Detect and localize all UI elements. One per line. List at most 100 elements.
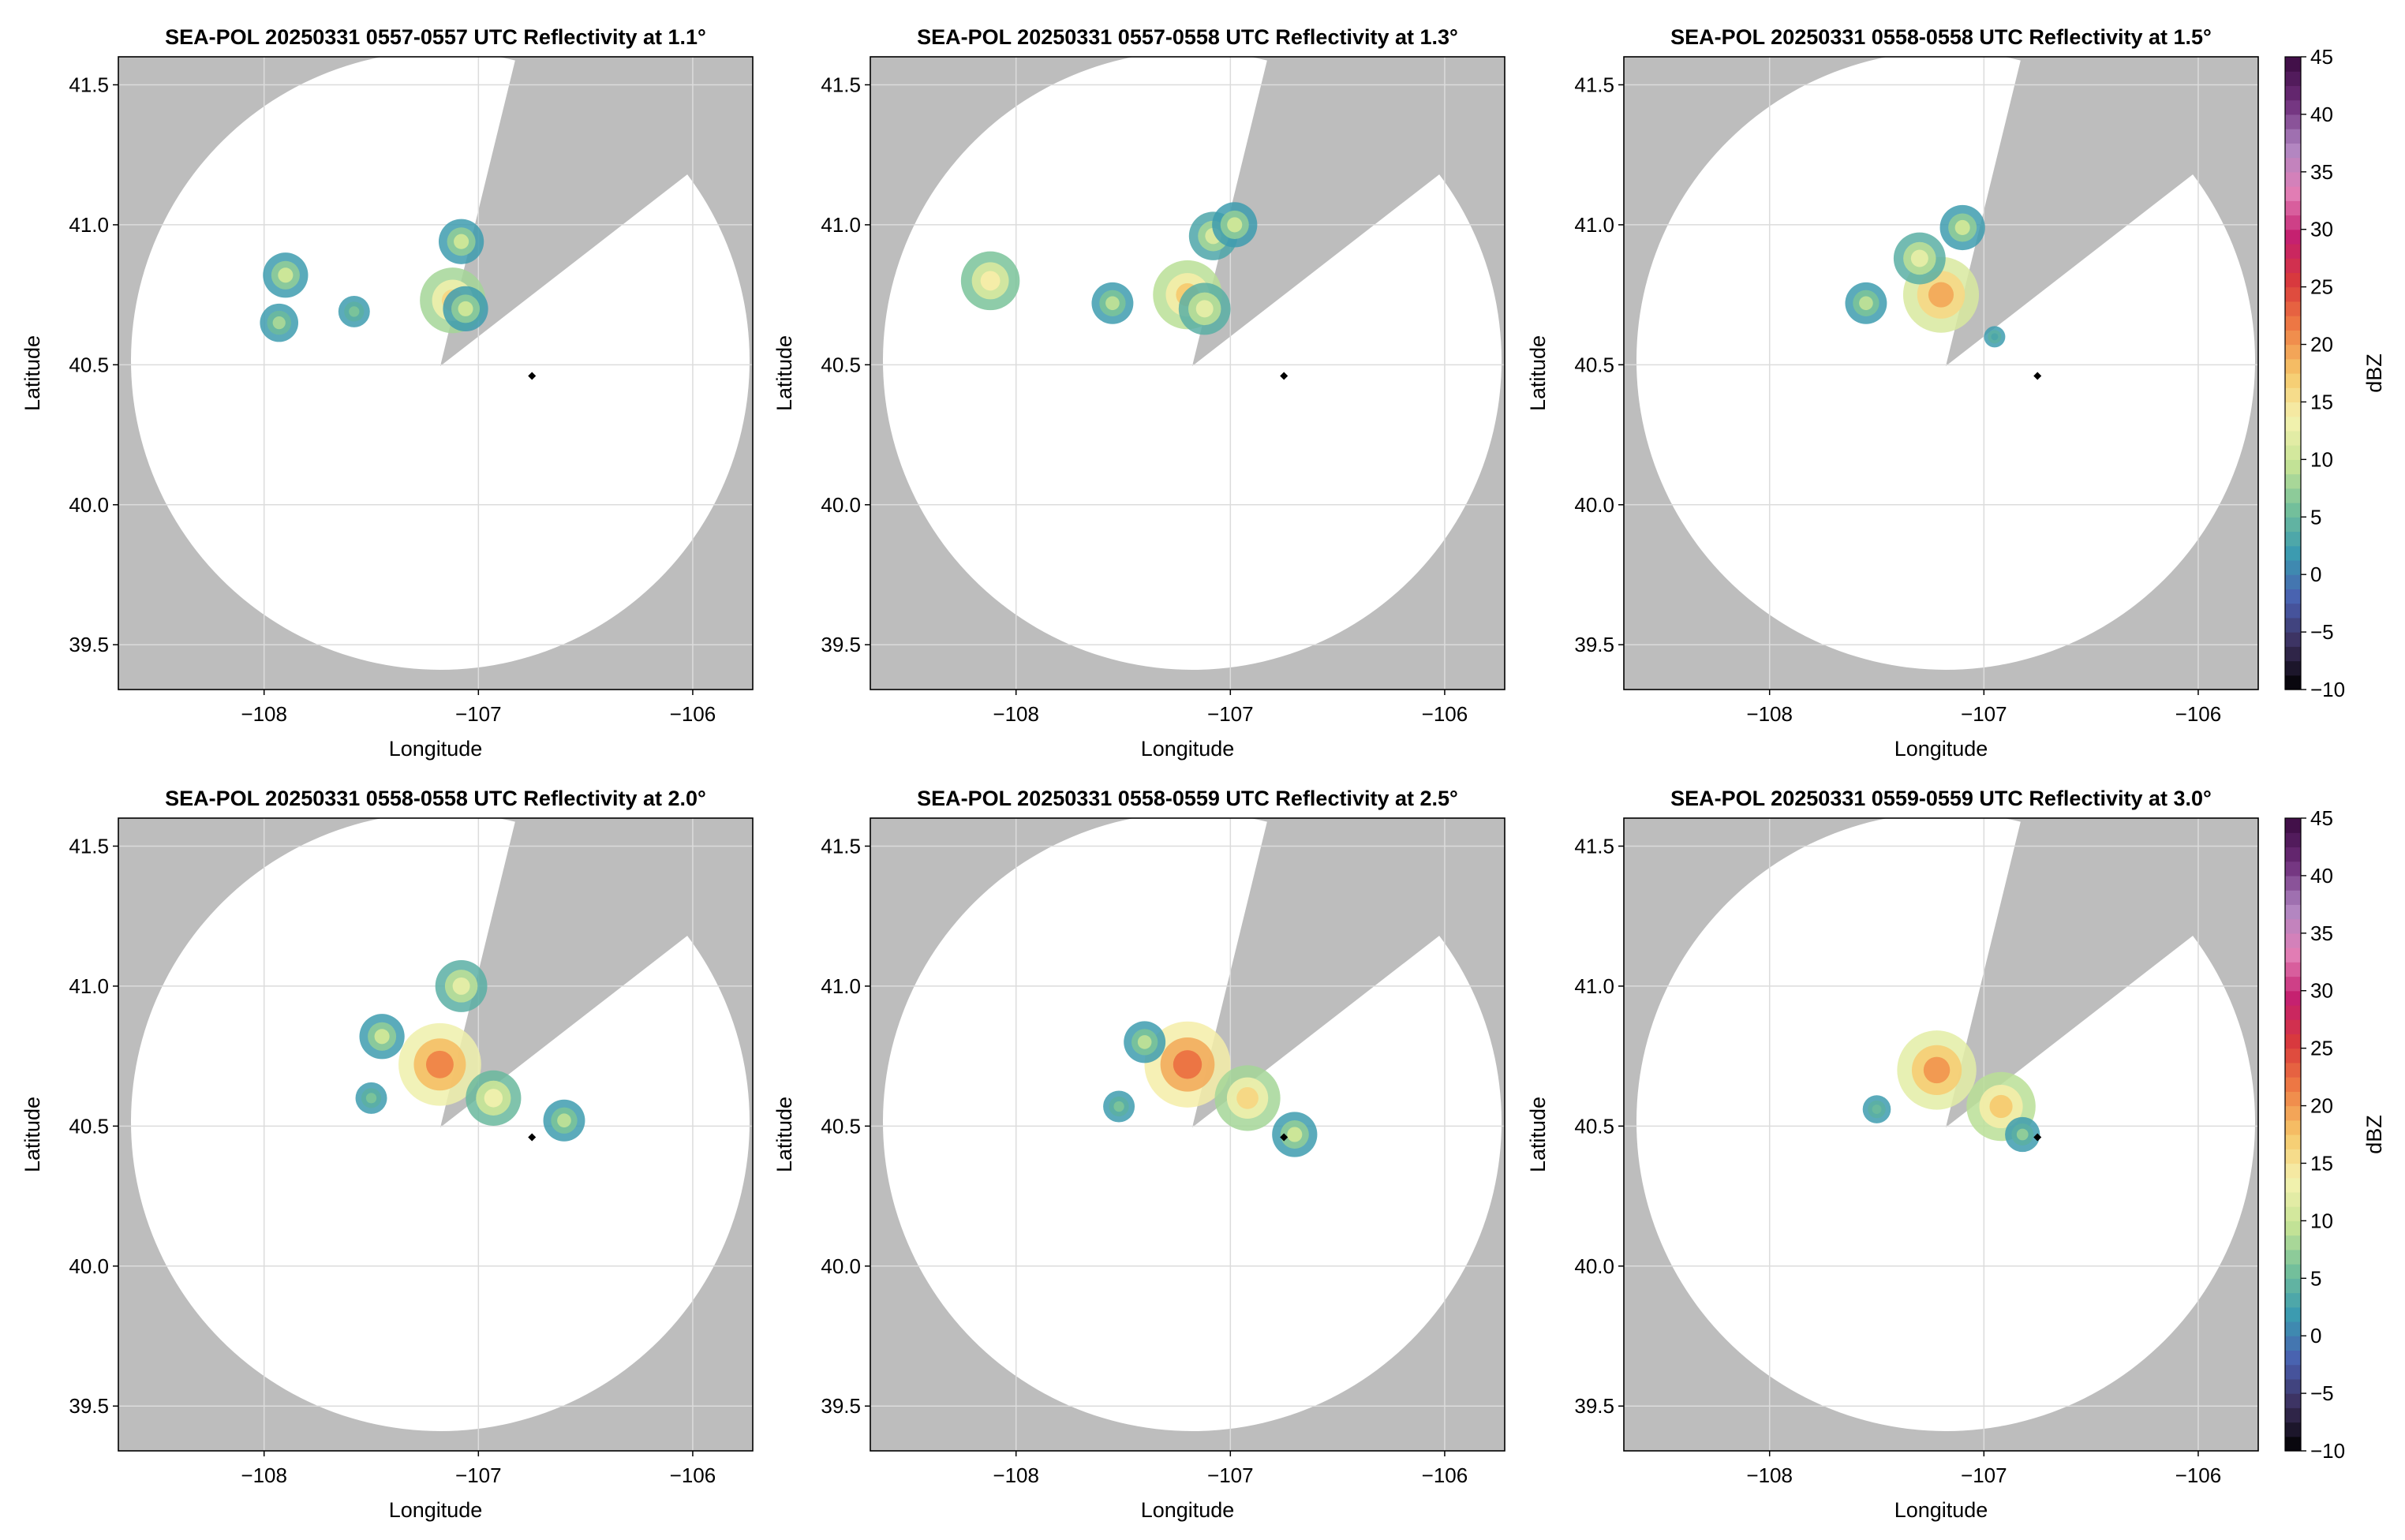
colorbar-segment bbox=[2285, 675, 2301, 690]
x-tick-label: −108 bbox=[993, 702, 1039, 726]
x-tick-label: −108 bbox=[993, 1463, 1039, 1487]
y-tick-label: 40.5 bbox=[821, 1114, 861, 1138]
colorbar-segment bbox=[2285, 488, 2301, 503]
colorbar-segment bbox=[2285, 1177, 2301, 1193]
colorbar-segment bbox=[2285, 517, 2301, 533]
colorbar-label: dBZ bbox=[2362, 353, 2386, 393]
colorbar-segment bbox=[2285, 215, 2301, 230]
y-tick-label: 41.5 bbox=[69, 73, 109, 96]
x-axis-label: Longitude bbox=[389, 1498, 483, 1522]
x-tick-label: −107 bbox=[455, 1463, 502, 1487]
y-tick-label: 41.5 bbox=[1574, 834, 1614, 858]
colorbar-segment bbox=[2285, 1350, 2301, 1366]
colorbar-segment bbox=[2285, 143, 2301, 159]
panels: −108 −107 −106 39.5 40.0 40.5 41.0 41.5 SEA-POL … bbox=[21, 25, 2259, 1522]
colorbar-segment bbox=[2285, 818, 2301, 833]
y-tick-label: 40.5 bbox=[1574, 353, 1614, 376]
colorbar-tick-label: 10 bbox=[2310, 447, 2333, 471]
echo-core bbox=[349, 306, 360, 317]
colorbar-segment bbox=[2285, 1292, 2301, 1308]
colorbar-segment bbox=[2285, 1321, 2301, 1336]
colorbar-segment bbox=[2285, 646, 2301, 662]
colorbar-segment bbox=[2285, 258, 2301, 274]
colorbar-segment bbox=[2285, 1306, 2301, 1322]
y-tick-label: 41.0 bbox=[821, 213, 861, 237]
echo-core bbox=[1227, 217, 1243, 233]
panel-title: SEA-POL 20250331 0557-0557 UTC Reflectiv… bbox=[165, 25, 706, 49]
panel-4: −108 −107 −106 39.5 40.0 40.5 41.0 41.5 SEA-POL … bbox=[21, 787, 754, 1522]
colorbar-segment bbox=[2285, 1034, 2301, 1049]
colorbar-tick-label: 15 bbox=[2310, 1151, 2333, 1175]
colorbar-segment bbox=[2285, 1364, 2301, 1380]
axes-frame bbox=[118, 56, 754, 690]
colorbar-segment bbox=[2285, 1264, 2301, 1279]
y-axis-label: Latitude bbox=[772, 1097, 796, 1172]
colorbar-tick-label: 35 bbox=[2310, 921, 2333, 945]
echo-core bbox=[1173, 1050, 1202, 1079]
colorbar-segment bbox=[2285, 99, 2301, 115]
radar-coverage bbox=[1636, 57, 2255, 671]
axes-frame bbox=[1623, 56, 2259, 690]
echo-core bbox=[1287, 1127, 1303, 1142]
colorbar-segment bbox=[2285, 1134, 2301, 1149]
colorbar-segment bbox=[2285, 603, 2301, 619]
echo-core bbox=[1859, 296, 1873, 311]
plot-area bbox=[1624, 818, 2258, 1451]
colorbar-segment bbox=[2285, 1249, 2301, 1265]
panel-title: SEA-POL 20250331 0557-0558 UTC Reflectiv… bbox=[917, 25, 1458, 49]
station-marker bbox=[1280, 372, 1289, 380]
colorbar-segment bbox=[2285, 948, 2301, 962]
echo-core bbox=[1954, 219, 1970, 236]
x-tick-label: −107 bbox=[455, 702, 502, 726]
grid bbox=[870, 818, 1505, 1451]
colorbar-segment bbox=[2285, 545, 2301, 561]
colorbar-segment bbox=[2285, 1019, 2301, 1035]
echo-core bbox=[1928, 282, 1954, 308]
colorbar-segment bbox=[2285, 57, 2301, 72]
colorbar-segment bbox=[2285, 1105, 2301, 1121]
echo-core bbox=[1236, 1087, 1259, 1109]
y-tick-label: 41.5 bbox=[1574, 73, 1614, 96]
echoes bbox=[1845, 204, 2006, 348]
echo-core bbox=[1923, 1056, 1951, 1084]
colorbar-segment bbox=[2285, 660, 2301, 676]
colorbar-segment bbox=[2285, 1091, 2301, 1107]
station-marker bbox=[528, 372, 537, 380]
echo-core bbox=[365, 1093, 377, 1104]
echo-core bbox=[458, 301, 473, 316]
station-marker bbox=[2033, 372, 2042, 380]
colorbar-segment bbox=[2285, 171, 2301, 187]
echo-core bbox=[1991, 333, 1999, 341]
colorbar-segment bbox=[2285, 1062, 2301, 1078]
echo-core bbox=[1113, 1101, 1124, 1112]
x-tick-label: −106 bbox=[670, 1463, 716, 1487]
colorbar-segment bbox=[2285, 1407, 2301, 1423]
panel-1: −108 −107 −106 39.5 40.0 40.5 41.0 41.5 SEA-POL … bbox=[21, 25, 754, 761]
echoes bbox=[960, 202, 1258, 335]
colorbar-segment bbox=[2285, 387, 2301, 403]
colorbar-segment bbox=[2285, 531, 2301, 547]
echo-core bbox=[1872, 1105, 1882, 1115]
x-tick-label: −106 bbox=[1422, 702, 1468, 726]
panel-6: −108 −107 −106 39.5 40.0 40.5 41.0 41.5 SEA-POL … bbox=[1526, 787, 2259, 1522]
echo-core bbox=[1105, 296, 1120, 311]
radar-coverage bbox=[131, 818, 750, 1431]
colorbar-tick-label: 5 bbox=[2310, 1266, 2321, 1290]
colorbar-segment bbox=[2285, 1048, 2301, 1063]
y-tick-label: 39.5 bbox=[69, 1394, 109, 1418]
y-tick-label: 41.0 bbox=[1574, 974, 1614, 998]
x-tick-label: −106 bbox=[2175, 702, 2222, 726]
station-marker bbox=[2033, 1133, 2042, 1142]
colorbar-segment bbox=[2285, 1393, 2301, 1408]
colorbar-segment bbox=[2285, 990, 2301, 1006]
plot-area bbox=[870, 818, 1505, 1451]
colorbar-segment bbox=[2285, 574, 2301, 590]
colorbar-segment bbox=[2285, 1119, 2301, 1135]
y-tick-label: 40.5 bbox=[69, 353, 109, 376]
y-axis-label: Latitude bbox=[21, 1097, 44, 1172]
colorbar-segment bbox=[2285, 1378, 2301, 1394]
colorbar-segment bbox=[2285, 1149, 2301, 1164]
colorbar-tick-label: 45 bbox=[2310, 45, 2333, 69]
x-tick-label: −108 bbox=[1746, 1463, 1793, 1487]
colorbar-segment bbox=[2285, 1235, 2301, 1250]
